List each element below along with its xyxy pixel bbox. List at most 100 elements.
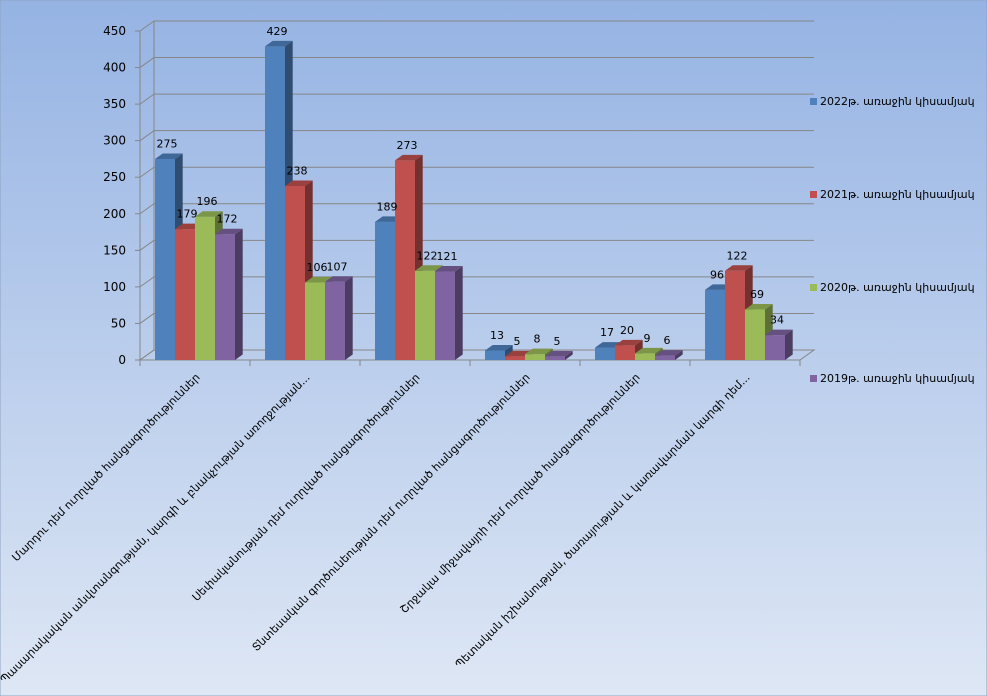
y-tick-label: 200: [103, 207, 126, 221]
gridline-diagonal: [139, 203, 155, 215]
bar: [765, 329, 793, 360]
bar-front: [635, 353, 655, 360]
bar-side: [565, 350, 573, 360]
bar-front: [505, 356, 525, 360]
gridline-diagonal: [139, 166, 155, 178]
bar-side: [235, 228, 243, 360]
legend-entry: 2020թ. առաջին կիսամյակ: [810, 281, 975, 294]
bar-front: [215, 234, 235, 360]
bar-side: [785, 329, 793, 360]
data-label: 179: [177, 208, 198, 221]
bar-top: [215, 228, 243, 235]
bar: [655, 350, 683, 360]
y-axis: 0 50 100 150 200 250 300 350 400 450: [103, 24, 140, 367]
data-label: 107: [327, 260, 348, 273]
bar-front: [745, 309, 765, 360]
bar-top: [655, 350, 683, 356]
data-label: 122: [417, 249, 438, 262]
bar-front: [765, 335, 785, 360]
bar-top: [285, 180, 313, 186]
y-tick-label: 150: [103, 243, 126, 257]
bar-top: [265, 40, 293, 47]
gridline-diagonal: [139, 276, 155, 288]
bar: [545, 350, 573, 360]
gridline-diagonal: [139, 20, 155, 32]
bar-top: [635, 347, 663, 354]
data-label: 6: [664, 334, 671, 347]
y-tick-label: 300: [103, 134, 126, 148]
data-label: 13: [490, 329, 504, 342]
gridline-diagonal: [139, 313, 155, 324]
legend-swatch: [810, 375, 817, 382]
bar: [435, 266, 463, 360]
bar-front: [525, 354, 545, 360]
bars: [155, 40, 793, 360]
bar-front: [705, 289, 725, 360]
bar-top: [195, 211, 223, 217]
data-label: 17: [600, 326, 614, 339]
bar-front: [655, 355, 675, 360]
bar-top: [615, 339, 643, 346]
bar-top: [765, 329, 793, 336]
legend-label: 2019թ. առաջին կիսամյակ: [820, 372, 975, 385]
bar-front: [725, 270, 745, 360]
bar-front: [285, 185, 305, 360]
bar-top: [745, 304, 773, 310]
bar-front: [325, 281, 345, 360]
bar-front: [195, 216, 215, 360]
gridline-diagonal: [139, 130, 155, 142]
data-label: 122: [727, 249, 748, 262]
bar-front: [545, 356, 565, 360]
data-label: 69: [750, 288, 764, 301]
gridline-diagonal: [139, 57, 155, 68]
data-label: 106: [307, 261, 328, 274]
bar-front: [415, 270, 435, 360]
bar-side: [455, 266, 463, 360]
data-label: 273: [397, 139, 418, 152]
y-tick-label: 400: [103, 61, 126, 75]
bar-top: [155, 153, 183, 159]
bar-top: [525, 348, 553, 355]
data-label: 196: [197, 195, 218, 208]
data-label: 172: [217, 213, 238, 226]
bar-top: [325, 276, 353, 282]
bar-front: [175, 229, 195, 360]
bar-top: [485, 344, 513, 351]
bar: [325, 276, 353, 360]
gridline-diagonal: [139, 239, 155, 251]
y-tick-label: 100: [103, 280, 126, 294]
data-label: 238: [287, 164, 308, 177]
data-label: 189: [377, 200, 398, 213]
legend-entry: 2019թ. առաջին կիսամյակ: [810, 372, 975, 385]
bar-front: [615, 345, 635, 360]
gridline-diagonal: [139, 93, 155, 105]
bar-front: [435, 271, 455, 360]
data-label: 34: [770, 314, 784, 327]
data-label: 429: [267, 25, 288, 38]
legend: 2022թ. առաջին կիսամյակ 2021թ. առաջին կիսա…: [810, 95, 975, 385]
y-tick-label: 0: [118, 353, 126, 367]
bar-side: [675, 350, 683, 360]
legend-swatch: [810, 191, 817, 198]
data-label: 9: [644, 332, 651, 345]
bar-top: [545, 350, 573, 357]
data-label: 275: [157, 137, 178, 150]
y-tick-label: 350: [103, 97, 126, 111]
bar-front: [395, 160, 415, 360]
legend-entry: 2022թ. առաջին կիսամյակ: [810, 95, 975, 108]
data-label: 8: [534, 333, 541, 346]
bar-top: [725, 265, 753, 271]
bar-top: [435, 266, 463, 272]
legend-swatch: [810, 284, 817, 291]
y-tick-label: 450: [103, 24, 126, 38]
y-tick-label: 50: [111, 316, 126, 330]
y-tick-label: 250: [103, 170, 126, 184]
bar-front: [265, 46, 285, 360]
bar-top: [305, 277, 333, 283]
legend-label: 2020թ. առաջին կիսամյակ: [820, 281, 975, 294]
bar-front: [485, 350, 505, 360]
bar-top: [415, 265, 443, 271]
legend-entry: 2021թ. առաջին կիսամյակ: [810, 188, 975, 201]
